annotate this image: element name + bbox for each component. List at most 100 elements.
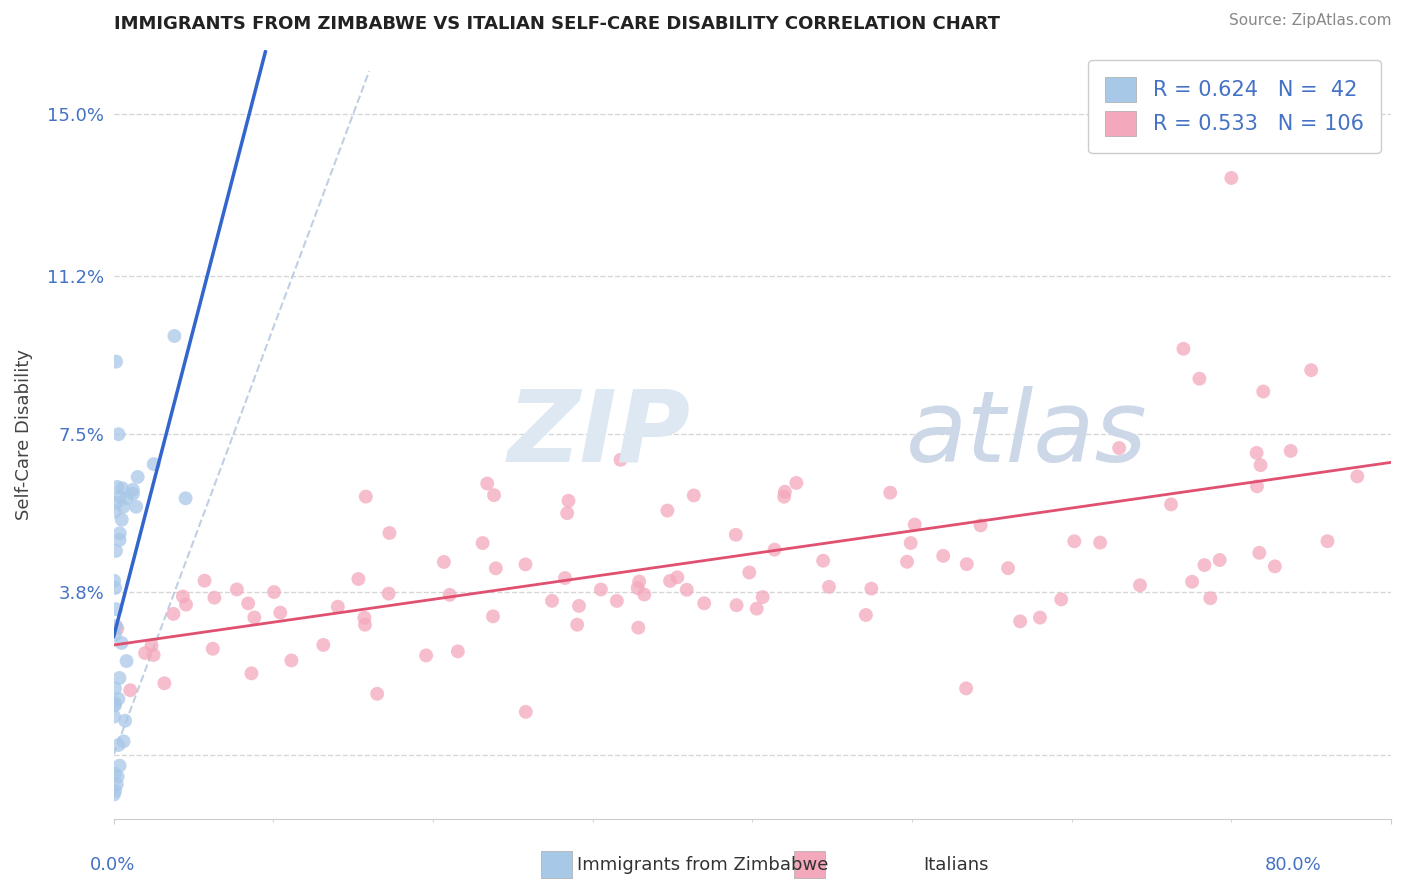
Text: 0.0%: 0.0% xyxy=(90,855,135,873)
Point xyxy=(366,687,388,701)
Point xyxy=(482,609,505,624)
Point xyxy=(105,495,128,509)
Point xyxy=(1279,444,1302,458)
Point xyxy=(269,606,291,620)
Point xyxy=(693,596,716,610)
Point xyxy=(725,599,748,613)
Y-axis label: Self-Care Disability: Self-Care Disability xyxy=(15,349,32,520)
Point xyxy=(201,641,224,656)
Point xyxy=(225,582,247,597)
Point xyxy=(163,329,186,343)
Point xyxy=(1160,497,1182,511)
Point xyxy=(115,654,138,668)
Point xyxy=(439,588,461,602)
Point xyxy=(104,698,127,713)
Point xyxy=(773,490,796,504)
Point xyxy=(1246,446,1268,460)
Point xyxy=(1088,535,1111,549)
Point xyxy=(955,681,977,696)
Point xyxy=(1199,591,1222,606)
Text: Source: ZipAtlas.com: Source: ZipAtlas.com xyxy=(1229,13,1392,29)
Point xyxy=(932,549,955,563)
Text: Immigrants from Zimbabwe: Immigrants from Zimbabwe xyxy=(578,855,828,873)
Point xyxy=(1346,469,1368,483)
Point xyxy=(377,586,399,600)
Point xyxy=(354,617,377,632)
Point xyxy=(738,566,761,580)
Point xyxy=(606,594,628,608)
Point xyxy=(112,734,135,748)
Point xyxy=(763,542,786,557)
Point xyxy=(682,488,704,502)
Text: 80.0%: 80.0% xyxy=(1265,855,1322,873)
Point xyxy=(1208,553,1230,567)
Point xyxy=(666,570,689,584)
Point xyxy=(108,526,131,541)
Point xyxy=(724,528,747,542)
Point xyxy=(1108,441,1130,455)
Point xyxy=(969,518,991,533)
Point xyxy=(204,591,226,605)
Point xyxy=(378,525,401,540)
Point xyxy=(1316,534,1339,549)
Point xyxy=(104,544,127,558)
Point xyxy=(1029,610,1052,624)
Point xyxy=(105,622,128,636)
Point xyxy=(896,555,918,569)
Point xyxy=(1301,363,1323,377)
Point xyxy=(477,476,499,491)
Point xyxy=(447,644,470,658)
Point xyxy=(105,354,128,368)
Point xyxy=(557,493,579,508)
Point xyxy=(1249,546,1271,560)
Point xyxy=(415,648,437,663)
Point xyxy=(108,533,131,547)
Point xyxy=(751,590,773,604)
Point xyxy=(107,691,129,706)
Point xyxy=(107,738,129,752)
Point xyxy=(115,491,138,506)
Point xyxy=(104,696,127,710)
Text: IMMIGRANTS FROM ZIMBABWE VS ITALIAN SELF-CARE DISABILITY CORRELATION CHART: IMMIGRANTS FROM ZIMBABWE VS ITALIAN SELF… xyxy=(114,15,1000,33)
Point xyxy=(1173,342,1195,356)
Point xyxy=(1129,578,1152,592)
Point xyxy=(956,557,979,571)
Point xyxy=(104,766,127,780)
Point xyxy=(433,555,456,569)
Point xyxy=(1250,458,1272,472)
Point xyxy=(855,607,877,622)
Point xyxy=(174,491,197,506)
Point xyxy=(134,646,156,660)
Point xyxy=(568,599,591,613)
Point xyxy=(105,619,128,633)
Point xyxy=(312,638,335,652)
Point xyxy=(108,758,131,772)
Point xyxy=(471,536,494,550)
Point xyxy=(125,500,148,514)
Point xyxy=(609,452,631,467)
Text: ZIP: ZIP xyxy=(508,385,690,483)
Point xyxy=(997,561,1019,575)
Point xyxy=(482,488,505,502)
Point xyxy=(773,484,796,499)
Point xyxy=(1188,372,1211,386)
Point xyxy=(141,639,163,653)
Text: atlas: atlas xyxy=(905,385,1147,483)
Point xyxy=(1194,558,1216,572)
Point xyxy=(1246,479,1268,493)
Point xyxy=(112,500,135,514)
Point xyxy=(240,666,263,681)
Point xyxy=(1050,592,1073,607)
Point xyxy=(1220,171,1243,186)
Point xyxy=(627,581,650,595)
Point xyxy=(174,598,197,612)
Point xyxy=(238,596,260,610)
Point xyxy=(153,676,176,690)
Point xyxy=(785,475,807,490)
Point xyxy=(280,653,302,667)
Point xyxy=(900,536,922,550)
Point xyxy=(122,483,145,497)
Point xyxy=(243,610,266,624)
Point xyxy=(107,770,129,784)
Point xyxy=(353,610,375,624)
